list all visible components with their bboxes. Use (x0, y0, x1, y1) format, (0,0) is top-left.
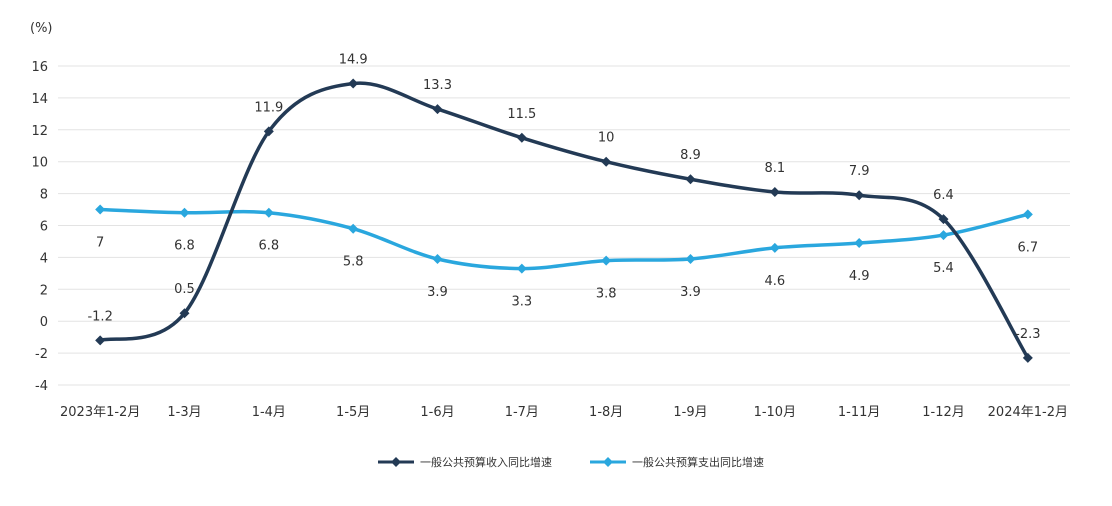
data-label: -1.2 (87, 309, 112, 324)
y-tick-label: 4 (40, 251, 48, 266)
x-tick-label: 1-11月 (838, 405, 881, 420)
data-point (179, 308, 190, 319)
data-label: 11.5 (507, 107, 536, 122)
data-point (685, 174, 696, 185)
y-tick-label: 6 (40, 220, 48, 235)
x-tick-label: 1-8月 (589, 405, 623, 420)
series-2 (95, 204, 1033, 274)
data-point (854, 190, 865, 201)
data-point (95, 204, 106, 215)
x-tick-label: 1-12月 (922, 405, 965, 420)
data-label: 3.3 (511, 295, 532, 310)
x-tick-label: 1-3月 (167, 405, 201, 420)
data-point (263, 126, 274, 137)
data-point (938, 230, 949, 241)
x-tick-label: 1-5月 (336, 405, 370, 420)
data-point (432, 104, 443, 115)
data-point (95, 335, 106, 346)
data-label: 13.3 (423, 78, 452, 93)
data-point (348, 78, 359, 89)
x-tick-label: 1-9月 (673, 405, 707, 420)
data-point (854, 238, 865, 249)
series-line (98, 207, 1030, 271)
data-label: 6.4 (933, 188, 954, 203)
data-label: 11.9 (254, 100, 283, 115)
x-axis-ticks: 2023年1-2月 1-3月 1-4月 1-5月 1-6月 1-7月 1-8月 1-9月 1-1… (60, 405, 1068, 420)
data-label: 6.8 (258, 239, 279, 254)
x-tick-label: 1-7月 (505, 405, 539, 420)
data-label: 10 (598, 131, 615, 146)
data-point (601, 156, 612, 167)
data-label: 3.8 (596, 287, 617, 302)
x-tick-label: 1-4月 (252, 405, 286, 420)
data-point (432, 253, 443, 264)
data-point (938, 214, 949, 225)
y-axis-ticks: -4 -2 0 2 4 6 8 10 12 14 16 (31, 60, 48, 394)
data-label: 14.9 (339, 53, 368, 68)
data-label: 6.8 (174, 239, 195, 254)
data-point (1022, 209, 1033, 220)
data-label: 7.9 (849, 164, 870, 179)
data-point (179, 207, 190, 218)
data-point (601, 255, 612, 266)
y-tick-label: 2 (40, 283, 48, 298)
x-tick-label: 2023年1-2月 (60, 405, 140, 420)
data-point (769, 242, 780, 253)
y-tick-label: 16 (31, 60, 48, 75)
data-label: 7 (96, 236, 104, 251)
x-tick-label: 1-6月 (420, 405, 454, 420)
data-label: 0.5 (174, 282, 195, 297)
data-label: 4.9 (849, 269, 870, 284)
series-line (98, 81, 1030, 360)
x-tick-label: 1-10月 (754, 405, 797, 420)
legend: 一般公共预算收入同比增速 一般公共预算支出同比增速 (378, 455, 764, 469)
data-label: 8.9 (680, 148, 701, 163)
data-label: 6.7 (1017, 240, 1038, 255)
y-tick-label: 10 (31, 156, 48, 171)
data-point (263, 207, 274, 218)
data-label: 3.9 (427, 285, 448, 300)
data-point (516, 132, 527, 143)
data-point (348, 223, 359, 234)
data-label: 5.4 (933, 261, 954, 276)
series-layer (95, 78, 1033, 363)
data-point (685, 253, 696, 264)
data-label: -2.3 (1015, 327, 1040, 342)
legend-label: 一般公共预算支出同比增速 (632, 455, 764, 469)
legend-item: 一般公共预算收入同比增速 (378, 455, 552, 469)
series-1 (95, 78, 1033, 363)
y-tick-label: 12 (31, 124, 48, 139)
data-label: 3.9 (680, 285, 701, 300)
y-tick-label: 0 (40, 315, 48, 330)
data-label: 4.6 (764, 274, 785, 289)
y-axis-unit-label: (%) (30, 21, 53, 36)
y-tick-label: 8 (40, 188, 48, 203)
gridlines (58, 65, 1070, 386)
y-tick-label: -4 (35, 379, 48, 394)
legend-item: 一般公共预算支出同比增速 (590, 455, 764, 469)
x-tick-label: 2024年1-2月 (988, 405, 1068, 420)
data-label: 8.1 (764, 161, 785, 176)
data-labels: 7 6.8 6.8 5.8 3.9 3.3 3.8 3.9 4.6 4.9 5.4 6.7 -1.2 0.… (87, 53, 1040, 342)
y-tick-label: 14 (31, 92, 48, 107)
y-tick-label: -2 (35, 347, 48, 362)
legend-marker (391, 457, 401, 467)
legend-label: 一般公共预算收入同比增速 (420, 455, 552, 469)
data-point (516, 263, 527, 274)
data-point (769, 187, 780, 198)
legend-marker (603, 457, 613, 467)
data-point (1022, 352, 1033, 363)
data-label: 5.8 (343, 255, 364, 270)
